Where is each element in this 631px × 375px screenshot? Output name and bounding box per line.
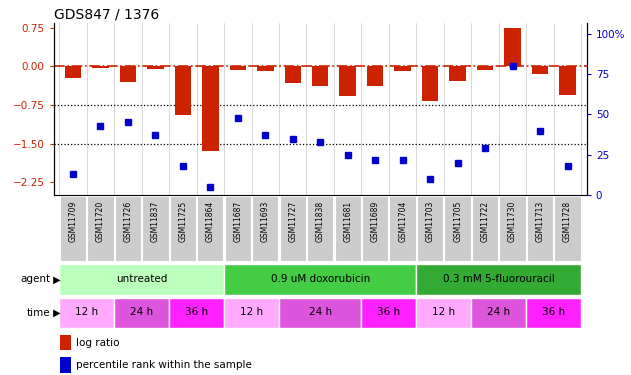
FancyBboxPatch shape [527,196,553,261]
Bar [147,66,163,69]
Text: GSM11705: GSM11705 [453,200,462,242]
FancyBboxPatch shape [142,196,168,261]
Text: 24 h: 24 h [487,308,510,318]
Bar [532,66,548,74]
FancyBboxPatch shape [307,196,333,261]
Bar [422,66,439,101]
Bar [339,66,356,96]
Text: GSM11681: GSM11681 [343,200,352,242]
Text: GSM11689: GSM11689 [370,200,380,242]
Text: time: time [27,308,50,318]
Text: 36 h: 36 h [542,308,565,318]
Text: GSM11838: GSM11838 [316,200,325,242]
Text: GDS847 / 1376: GDS847 / 1376 [54,8,159,21]
FancyBboxPatch shape [362,196,389,261]
FancyBboxPatch shape [60,196,86,261]
FancyBboxPatch shape [59,298,114,328]
Bar [449,66,466,81]
Bar [394,66,411,71]
Text: GSM11726: GSM11726 [123,200,133,242]
Bar [367,66,384,86]
FancyBboxPatch shape [279,298,362,328]
Bar [257,66,273,71]
Text: 0.3 mM 5-fluorouracil: 0.3 mM 5-fluorouracil [443,274,555,284]
FancyBboxPatch shape [87,196,114,261]
Bar [175,66,191,115]
Text: 36 h: 36 h [185,308,208,318]
Text: GSM11730: GSM11730 [508,200,517,242]
Text: GSM11720: GSM11720 [96,200,105,242]
FancyBboxPatch shape [389,196,416,261]
Text: GSM11709: GSM11709 [68,200,78,242]
FancyBboxPatch shape [526,298,581,328]
Text: GSM11713: GSM11713 [536,200,545,242]
Bar [60,334,71,350]
Bar [60,357,71,373]
Text: log ratio: log ratio [76,338,119,348]
Text: ▶: ▶ [50,308,61,318]
Bar [285,66,301,83]
Text: untreated: untreated [116,274,167,284]
Bar [120,66,136,82]
FancyBboxPatch shape [169,298,224,328]
Text: 12 h: 12 h [75,308,98,318]
FancyBboxPatch shape [224,264,416,295]
Bar [312,66,329,86]
Text: agent: agent [20,274,50,284]
Text: percentile rank within the sample: percentile rank within the sample [76,360,252,370]
FancyBboxPatch shape [499,196,526,261]
FancyBboxPatch shape [471,298,526,328]
Bar [504,28,521,66]
FancyBboxPatch shape [416,264,581,295]
FancyBboxPatch shape [417,196,444,261]
Text: 0.9 uM doxorubicin: 0.9 uM doxorubicin [271,274,370,284]
FancyBboxPatch shape [225,196,251,261]
Bar [92,66,109,68]
FancyBboxPatch shape [224,298,279,328]
FancyBboxPatch shape [416,298,471,328]
Text: GSM11722: GSM11722 [481,200,490,242]
Text: 12 h: 12 h [432,308,456,318]
Text: GSM11703: GSM11703 [426,200,435,242]
FancyBboxPatch shape [252,196,278,261]
Text: GSM11687: GSM11687 [233,200,242,242]
FancyBboxPatch shape [197,196,223,261]
Text: GSM11725: GSM11725 [179,200,187,242]
FancyBboxPatch shape [170,196,196,261]
FancyBboxPatch shape [115,196,141,261]
Bar [230,66,246,70]
Text: GSM11728: GSM11728 [563,200,572,242]
Bar [477,66,493,70]
FancyBboxPatch shape [59,264,224,295]
FancyBboxPatch shape [444,196,471,261]
Text: 24 h: 24 h [309,308,332,318]
Text: GSM11837: GSM11837 [151,200,160,242]
Text: GSM11864: GSM11864 [206,200,215,242]
Bar [64,66,81,78]
FancyBboxPatch shape [334,196,361,261]
Text: GSM11693: GSM11693 [261,200,270,242]
Text: ▶: ▶ [50,274,61,284]
FancyBboxPatch shape [472,196,498,261]
Text: GSM11704: GSM11704 [398,200,407,242]
Bar [559,66,576,94]
Bar [202,66,218,151]
Text: 36 h: 36 h [377,308,401,318]
FancyBboxPatch shape [280,196,306,261]
Text: GSM11727: GSM11727 [288,200,297,242]
FancyBboxPatch shape [114,298,169,328]
Text: 24 h: 24 h [130,308,153,318]
FancyBboxPatch shape [362,298,416,328]
FancyBboxPatch shape [555,196,581,261]
Text: 12 h: 12 h [240,308,263,318]
